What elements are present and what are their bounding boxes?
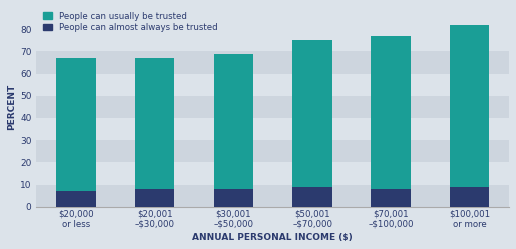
Bar	[37, 51, 509, 73]
Y-axis label: PERCENT: PERCENT	[7, 84, 16, 130]
Bar	[214, 54, 253, 189]
Bar	[37, 96, 509, 118]
Bar	[56, 191, 95, 207]
Bar	[371, 36, 411, 189]
Bar	[371, 189, 411, 207]
Bar	[37, 73, 509, 96]
Bar	[135, 189, 174, 207]
X-axis label: ANNUAL PERSONAL INCOME ($): ANNUAL PERSONAL INCOME ($)	[192, 233, 353, 242]
Bar	[450, 187, 489, 207]
Bar	[214, 189, 253, 207]
Bar	[135, 58, 174, 189]
Bar	[293, 187, 332, 207]
Bar	[56, 58, 95, 191]
Bar	[450, 25, 489, 187]
Bar	[37, 140, 509, 162]
Bar	[37, 118, 509, 140]
Legend: People can usually be trusted, People can almost always be trusted: People can usually be trusted, People ca…	[41, 9, 220, 35]
Bar	[37, 162, 509, 185]
Bar	[293, 40, 332, 187]
Bar	[37, 185, 509, 207]
Bar	[37, 29, 509, 51]
